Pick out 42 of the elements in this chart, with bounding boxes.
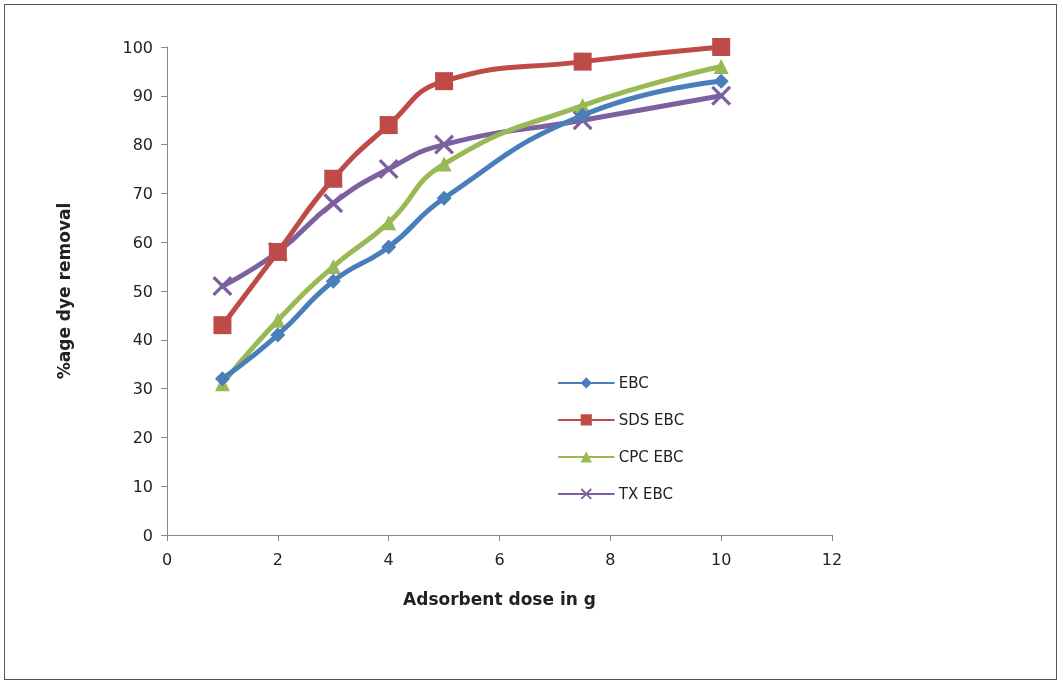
y-tick-label: 40: [132, 330, 153, 350]
y-tick-label: 0: [142, 525, 153, 545]
point: [212, 276, 233, 297]
x-tick-label: 8: [605, 549, 616, 569]
point: [213, 316, 232, 335]
y-tick-label: 100: [122, 37, 153, 57]
point: [323, 193, 344, 214]
x-tick-label: 2: [272, 549, 283, 569]
point: [712, 38, 731, 56]
point: [436, 190, 452, 206]
point: [713, 73, 729, 89]
x-tick-label: 12: [821, 549, 843, 569]
legend-label: SDS EBC: [618, 410, 685, 429]
y-tick-label: 30: [132, 379, 153, 399]
y-tick-label: 70: [132, 183, 153, 203]
point: [435, 72, 454, 91]
point: [711, 85, 732, 106]
x-axis-title: Adsorbent dose in g: [403, 588, 596, 609]
point: [573, 52, 592, 71]
x-tick-label: 4: [383, 549, 394, 569]
point: [436, 156, 452, 172]
y-tick-label: 50: [132, 281, 153, 301]
y-tick-label: 60: [132, 232, 153, 252]
y-tick-label: 10: [132, 476, 153, 496]
y-tick-label: 20: [132, 427, 153, 447]
point: [324, 169, 343, 188]
x-tick-label: 0: [161, 549, 173, 569]
point: [379, 116, 398, 135]
point: [381, 239, 397, 255]
point: [713, 59, 729, 75]
x-tick-label: 6: [494, 549, 505, 569]
point: [381, 215, 397, 231]
point: [270, 327, 286, 343]
y-tick-label: 80: [132, 135, 153, 155]
legend-label: CPC EBC: [618, 447, 684, 466]
point: [325, 273, 341, 289]
legend-label: TX EBC: [617, 484, 673, 503]
y-axis-title: %age dye removal: [53, 202, 74, 380]
point: [214, 371, 230, 387]
legend-label: EBC: [618, 373, 649, 392]
x-tick-label: 10: [710, 549, 732, 569]
y-tick-label: 90: [132, 86, 153, 106]
